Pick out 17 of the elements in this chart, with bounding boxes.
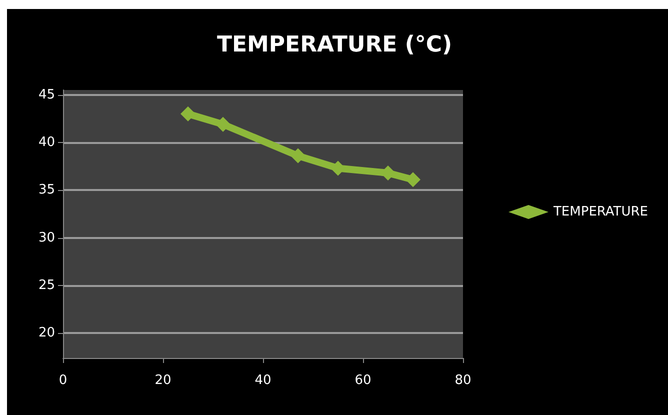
point bbox=[290, 148, 306, 164]
chart-title: TEMPERATURE (°C) bbox=[217, 32, 452, 58]
legend-label: TEMPERATURE bbox=[552, 204, 648, 220]
y-tick-label: 30 bbox=[38, 230, 55, 246]
y-tick-label: 20 bbox=[38, 326, 55, 341]
x-tick-label: 80 bbox=[454, 373, 472, 388]
x-tick-label: 60 bbox=[354, 373, 372, 388]
x-tick-label: 20 bbox=[154, 373, 172, 388]
x-tick-label: 0 bbox=[58, 373, 68, 388]
x-tick-label: 40 bbox=[254, 373, 272, 388]
y-tick-label: 25 bbox=[38, 278, 55, 294]
y-tick-label: 45 bbox=[38, 87, 55, 102]
point bbox=[406, 172, 420, 188]
point bbox=[180, 106, 196, 122]
y-tick-label: 40 bbox=[38, 134, 55, 150]
y-tick-label: 35 bbox=[38, 182, 55, 198]
point bbox=[216, 116, 230, 132]
